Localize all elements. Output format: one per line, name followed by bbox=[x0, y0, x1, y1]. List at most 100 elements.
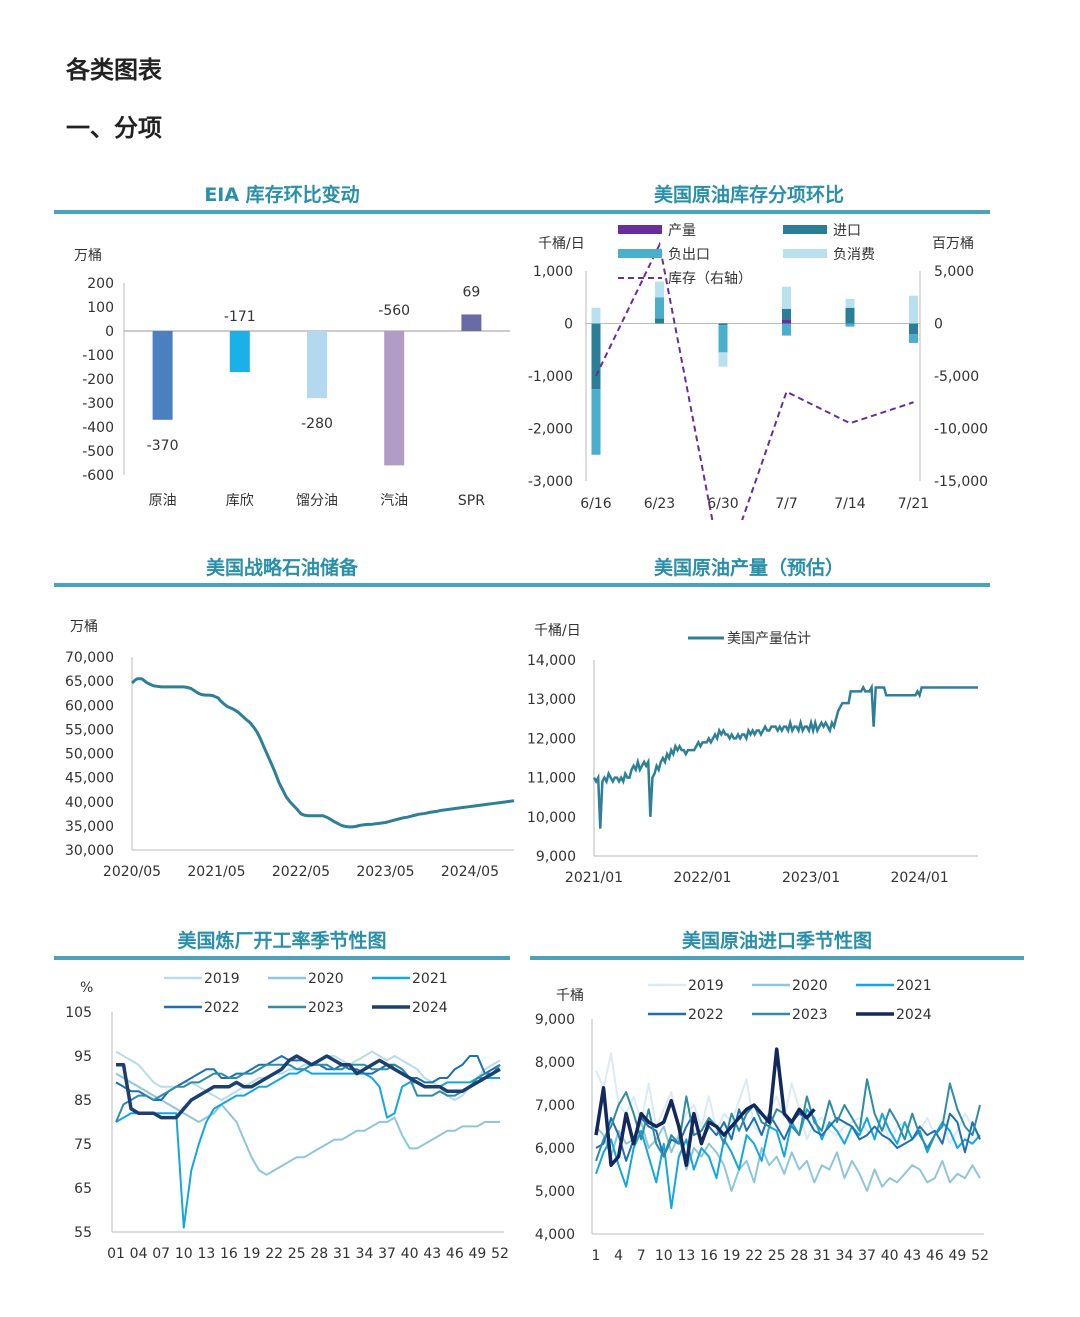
y-tick-label: 12,000 bbox=[527, 731, 576, 747]
data-label: -370 bbox=[147, 438, 179, 454]
y-tick-label: 14,000 bbox=[527, 653, 576, 669]
x-tick-label: 22 bbox=[265, 1246, 283, 1262]
y-tick-label: 55 bbox=[74, 1225, 92, 1241]
y-tick-label: 9,000 bbox=[535, 1012, 575, 1028]
panel-imports: 美国原油进口季节性图 千桶 9,000 8,000 7,000 6,000 5,000 4,… bbox=[530, 926, 1024, 1276]
y-tick-label: 1,000 bbox=[533, 264, 573, 280]
y-tick-label: 65,000 bbox=[65, 674, 114, 690]
y-tick-label: -400 bbox=[82, 420, 114, 436]
x-tick-label: 46 bbox=[926, 1248, 944, 1264]
y-tick-label: 85 bbox=[74, 1093, 92, 1109]
main-heading: 各类图表 bbox=[66, 56, 162, 84]
y-tick-label: 105 bbox=[65, 1005, 92, 1021]
legend-label: 库存（右轴） bbox=[668, 271, 752, 287]
x-tick-label: 28 bbox=[790, 1248, 808, 1264]
chart-title: EIA 库存环比变动 bbox=[204, 184, 360, 206]
y-tick-label: 6,000 bbox=[535, 1141, 575, 1157]
legend-label: 2024 bbox=[412, 1000, 448, 1016]
x-tick-label: 34 bbox=[356, 1246, 374, 1262]
y-tick-label: 0 bbox=[564, 317, 573, 333]
x-tick-label: 馏分油 bbox=[296, 493, 338, 509]
bar-馏分油 bbox=[307, 331, 327, 399]
spr-line-chart: 万桶 70,000 65,000 60,000 55,000 50,000 45,000 40… bbox=[65, 619, 515, 880]
y2-tick-label: -15,000 bbox=[934, 474, 988, 490]
y2-axis-label: 百万桶 bbox=[932, 236, 974, 252]
x-tick-label: 34 bbox=[836, 1248, 854, 1264]
x-tick-label: 25 bbox=[288, 1246, 306, 1262]
y2-tick-label: -10,000 bbox=[934, 422, 988, 438]
legend-swatch bbox=[618, 249, 662, 258]
y-tick-label: 60,000 bbox=[65, 698, 114, 714]
chart-title: 美国原油库存分项环比 bbox=[653, 184, 844, 206]
title-rule bbox=[54, 210, 510, 214]
title-rule bbox=[508, 583, 990, 587]
chart-title: 美国原油进口季节性图 bbox=[681, 930, 872, 952]
x-tick-label: 16 bbox=[220, 1246, 238, 1262]
title-rule bbox=[54, 583, 510, 587]
bar-segment-进口 bbox=[591, 323, 601, 390]
y-tick-label: -100 bbox=[82, 348, 114, 364]
y-tick-label: 8,000 bbox=[535, 1055, 575, 1071]
legend-label: 美国产量估计 bbox=[727, 631, 811, 647]
y-axis-label: 千桶/日 bbox=[534, 623, 581, 639]
x-tick-label: 10 bbox=[655, 1248, 673, 1264]
x-tick-label: 49 bbox=[948, 1248, 966, 1264]
y-tick-label: 40,000 bbox=[65, 795, 114, 811]
x-tick-label: 7/14 bbox=[834, 496, 866, 512]
legend-label: 2019 bbox=[688, 978, 724, 994]
y-tick-label: 9,000 bbox=[536, 849, 576, 865]
bar-segment-负消费 bbox=[718, 352, 728, 367]
x-tick-label: 6/30 bbox=[707, 496, 738, 512]
title-rule bbox=[508, 210, 990, 214]
x-tick-label: 2020/05 bbox=[103, 864, 161, 880]
y-tick-label: 11,000 bbox=[527, 771, 576, 787]
crude-components-chart: 千桶/日 百万桶 1,000 0 -1,000 -2,000 -3,000 5,000 0 -5,… bbox=[528, 223, 988, 520]
x-tick-label: 1 bbox=[592, 1248, 601, 1264]
x-tick-label: 52 bbox=[971, 1248, 989, 1264]
legend-label: 2021 bbox=[896, 978, 932, 994]
bar-segment-负消费 bbox=[782, 286, 791, 309]
y-axis-label: 万桶 bbox=[74, 248, 102, 264]
x-tick-label: 40 bbox=[881, 1248, 899, 1264]
data-label: -560 bbox=[378, 303, 410, 319]
series-line-2023 bbox=[115, 1063, 501, 1123]
x-tick-label: 46 bbox=[446, 1246, 464, 1262]
x-tick-label: 19 bbox=[723, 1248, 741, 1264]
legend-label: 进口 bbox=[833, 223, 861, 239]
legend-label: 2022 bbox=[204, 1000, 240, 1016]
bar-汽油 bbox=[384, 331, 405, 466]
panel-spr: 美国战略石油储备 万桶 70,000 65,000 60,000 55,000 50,00… bbox=[54, 553, 515, 883]
bar-SPR bbox=[461, 314, 482, 331]
y-tick-label: 7,000 bbox=[535, 1098, 575, 1114]
chart-title: 美国炼厂开工率季节性图 bbox=[177, 930, 387, 952]
y-tick-label: 50,000 bbox=[65, 747, 114, 763]
x-tick-label: 13 bbox=[197, 1246, 215, 1262]
legend-label: 2024 bbox=[896, 1007, 932, 1023]
y-tick-label: -500 bbox=[82, 444, 114, 460]
x-tick-label: 25 bbox=[768, 1248, 786, 1264]
x-tick-label: 37 bbox=[858, 1248, 876, 1264]
x-tick-label: 52 bbox=[491, 1246, 509, 1262]
legend-label: 负出口 bbox=[668, 247, 710, 263]
y-tick-label: -200 bbox=[82, 372, 114, 388]
bar-segment-产量 bbox=[782, 319, 791, 324]
y-tick-label: 100 bbox=[87, 300, 114, 316]
y-tick-label: 35,000 bbox=[65, 819, 114, 835]
bar-segment-进口 bbox=[655, 318, 664, 324]
legend-swatch bbox=[783, 249, 827, 258]
legend-swatch bbox=[618, 225, 662, 234]
series-line-production bbox=[592, 682, 978, 829]
x-tick-label: 2022/01 bbox=[673, 870, 731, 886]
sub-heading: 一、分项 bbox=[66, 114, 162, 142]
x-tick-label: 2024/05 bbox=[441, 864, 499, 880]
title-rule bbox=[54, 956, 510, 960]
y-tick-label: -300 bbox=[82, 396, 114, 412]
x-tick-label: 7 bbox=[637, 1248, 646, 1264]
x-tick-label: 40 bbox=[401, 1246, 419, 1262]
production-line-chart: 千桶/日 14,000 13,000 12,000 11,000 10,000 9,000 2… bbox=[527, 623, 978, 886]
x-tick-label: 22 bbox=[745, 1248, 763, 1264]
bar-库欣 bbox=[229, 331, 250, 373]
bar-segment-负出口 bbox=[591, 389, 601, 455]
bar-segment-进口 bbox=[718, 323, 728, 326]
x-tick-label: 19 bbox=[243, 1246, 261, 1262]
